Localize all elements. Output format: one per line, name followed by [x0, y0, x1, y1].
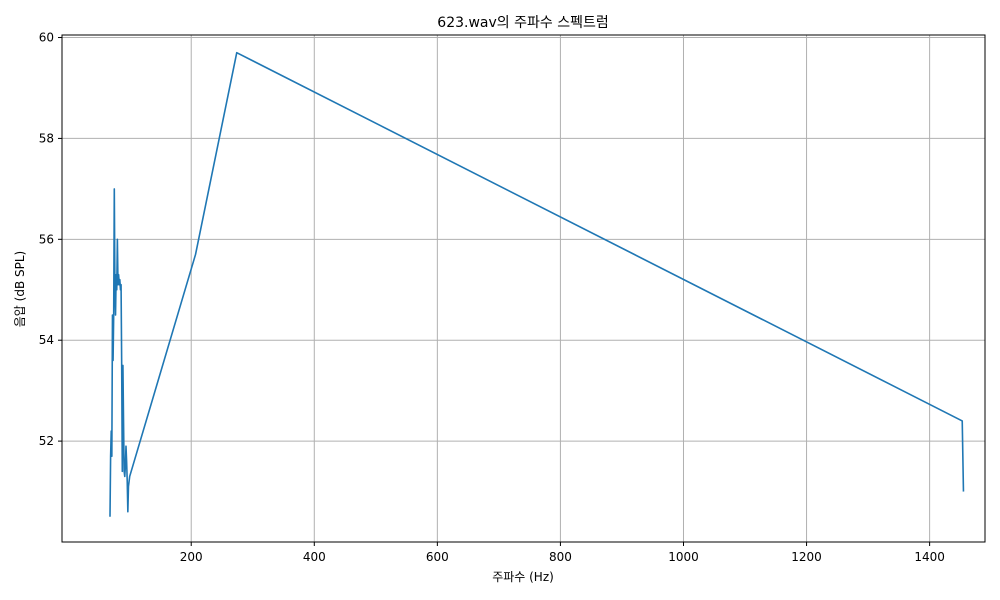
chart-title: 623.wav의 주파수 스펙트럼	[437, 15, 608, 31]
x-tick-label: 800	[549, 550, 572, 564]
x-tick-label: 200	[180, 550, 203, 564]
y-tick-label: 54	[39, 333, 54, 347]
x-tick-label: 1400	[914, 550, 945, 564]
series-line-spectrum	[109, 51, 965, 517]
y-tick-label: 52	[39, 434, 54, 448]
x-tick-label: 1000	[668, 550, 699, 564]
x-axis-title: 주파수 (Hz)	[492, 570, 554, 584]
y-tick-label: 58	[39, 131, 54, 145]
x-tick-label: 1200	[791, 550, 822, 564]
grid-layer	[62, 35, 985, 542]
x-tick-label: 400	[303, 550, 326, 564]
y-tick-label: 56	[39, 232, 54, 246]
y-tick-label: 60	[39, 31, 54, 45]
x-tick-label: 600	[426, 550, 449, 564]
y-axis-title: 음압 (dB SPL)	[13, 251, 27, 327]
plot-frame	[61, 34, 986, 543]
tick-layer: 200 400 600 800 1000 1200 1400 52 54 56 58 60	[39, 31, 945, 564]
series-layer	[109, 51, 965, 517]
